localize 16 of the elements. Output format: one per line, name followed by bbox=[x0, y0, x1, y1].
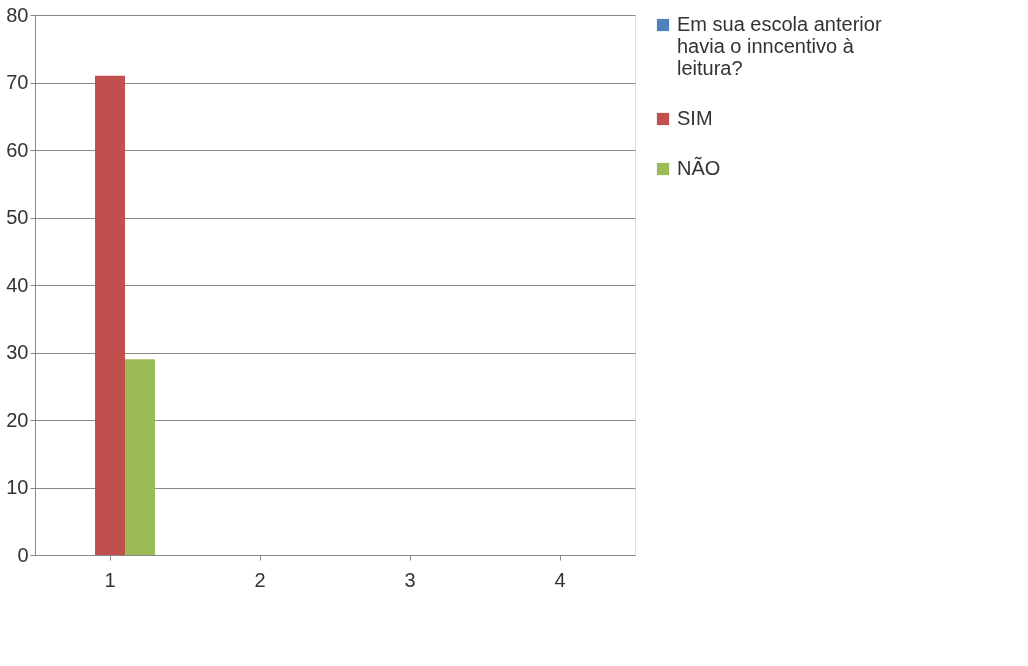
legend-label: SIM bbox=[677, 107, 713, 129]
legend-label: NÃO bbox=[677, 156, 721, 179]
y-tick-label: 30 bbox=[6, 341, 29, 363]
x-tick-label: 2 bbox=[254, 568, 266, 591]
x-tick-label: 3 bbox=[404, 568, 416, 591]
y-tick-label: 10 bbox=[6, 476, 29, 498]
y-tick-label: 50 bbox=[6, 206, 29, 228]
x-tick-label: 4 bbox=[554, 568, 566, 591]
y-tick-label: 0 bbox=[17, 543, 29, 566]
legend-label: Em sua escola anterior havia o inncentivo à leitura? bbox=[677, 13, 882, 79]
y-tick-label: 40 bbox=[6, 273, 29, 296]
y-tick-label: 20 bbox=[6, 408, 29, 431]
y-tick-label: 80 bbox=[6, 3, 29, 26]
y-tick-label: 60 bbox=[6, 138, 29, 161]
y-tick-label: 70 bbox=[6, 71, 29, 93]
x-tick-label: 1 bbox=[104, 568, 116, 591]
